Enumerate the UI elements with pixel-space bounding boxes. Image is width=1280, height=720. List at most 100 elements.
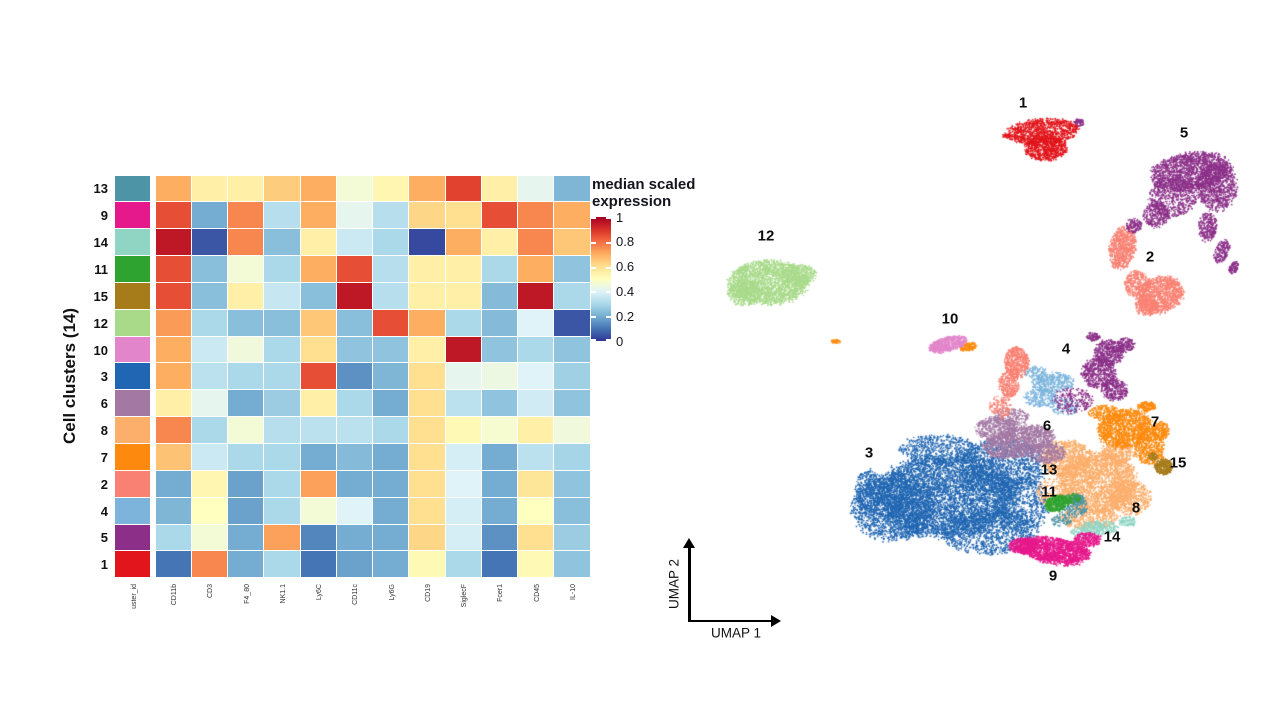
heatmap-cell bbox=[373, 551, 409, 578]
legend-tick-mark bbox=[606, 217, 611, 219]
heatmap-cell bbox=[409, 417, 445, 443]
heatmap-cell bbox=[445, 202, 481, 229]
heatmap-cell bbox=[554, 551, 590, 578]
heatmap-cell bbox=[228, 524, 264, 551]
heatmap-cell bbox=[155, 336, 191, 363]
legend-tick-label-0.4: 0.4 bbox=[616, 283, 635, 299]
legend-tick-mark bbox=[591, 241, 596, 244]
heatmap-cell bbox=[300, 363, 336, 390]
heatmap-cell bbox=[518, 336, 554, 363]
heatmap-cluster-swatch-13 bbox=[115, 175, 150, 202]
heatmap-cell bbox=[445, 417, 481, 443]
heatmap-col-label-CD45: CD45 bbox=[533, 584, 541, 602]
heatmap-cell bbox=[445, 551, 481, 578]
heatmap-cell bbox=[518, 229, 554, 256]
heatmap-cell bbox=[445, 175, 481, 202]
heatmap-cell bbox=[191, 470, 227, 497]
heatmap-cell bbox=[445, 282, 481, 309]
heatmap-cell bbox=[373, 256, 409, 282]
heatmap-cell bbox=[409, 497, 445, 524]
heatmap-cell bbox=[518, 524, 554, 551]
heatmap-cell bbox=[481, 229, 517, 256]
heatmap-cell bbox=[191, 524, 227, 551]
heatmap-cell bbox=[481, 551, 517, 578]
heatmap-col-label-CD19: CD19 bbox=[424, 584, 432, 602]
heatmap-cell bbox=[228, 497, 264, 524]
umap-cluster-label-7: 7 bbox=[1150, 413, 1160, 431]
heatmap-cell bbox=[228, 229, 264, 256]
heatmap-cell bbox=[554, 390, 590, 417]
heatmap-cell bbox=[554, 363, 590, 390]
umap2-axis-line bbox=[688, 547, 691, 621]
heatmap-cell bbox=[409, 256, 445, 282]
heatmap-cell bbox=[373, 417, 409, 443]
heatmap-cell bbox=[409, 175, 445, 202]
heatmap-cell bbox=[228, 417, 264, 443]
heatmap-cluster-swatch-10 bbox=[115, 336, 150, 363]
heatmap-cell bbox=[518, 444, 554, 470]
heatmap-col-label-F4_80: F4_80 bbox=[243, 584, 251, 604]
heatmap-row-label-6: 6 bbox=[100, 396, 108, 412]
legend-tick-mark bbox=[591, 291, 596, 294]
heatmap-cell bbox=[336, 282, 372, 309]
heatmap-cell bbox=[155, 175, 191, 202]
umap-cluster-label-6: 6 bbox=[1042, 417, 1052, 435]
heatmap-cell bbox=[518, 202, 554, 229]
heatmap-cell bbox=[264, 175, 300, 202]
heatmap-cluster-swatch-11 bbox=[115, 256, 150, 282]
heatmap-cluster-swatch-2 bbox=[115, 470, 150, 497]
legend-tick-mark bbox=[591, 339, 596, 341]
heatmap-row-label-9: 9 bbox=[100, 208, 108, 224]
umap-cluster-label-9: 9 bbox=[1048, 567, 1058, 585]
heatmap-cell bbox=[554, 524, 590, 551]
umap-cluster-label-2: 2 bbox=[1145, 248, 1155, 266]
heatmap-cell bbox=[264, 524, 300, 551]
heatmap-cell bbox=[336, 309, 372, 336]
heatmap-cell bbox=[336, 417, 372, 443]
heatmap-cell bbox=[264, 282, 300, 309]
heatmap-row-label-13: 13 bbox=[93, 181, 108, 197]
heatmap-cell bbox=[191, 497, 227, 524]
heatmap-row-label-7: 7 bbox=[100, 449, 108, 465]
heatmap-cell bbox=[264, 417, 300, 443]
heatmap-cell bbox=[191, 390, 227, 417]
heatmap-row-label-4: 4 bbox=[100, 503, 108, 519]
legend-tick-mark bbox=[606, 266, 611, 269]
heatmap-cell bbox=[336, 336, 372, 363]
heatmap-cell bbox=[481, 175, 517, 202]
heatmap-cell bbox=[336, 524, 372, 551]
legend-tick-label-0.6: 0.6 bbox=[616, 259, 635, 275]
umap-cluster-label-15: 15 bbox=[1169, 454, 1187, 472]
heatmap-cluster-swatch-4 bbox=[115, 497, 150, 524]
heatmap-cell bbox=[228, 444, 264, 470]
heatmap-cluster-swatch-7 bbox=[115, 444, 150, 470]
heatmap-cell bbox=[373, 524, 409, 551]
heatmap-cell bbox=[264, 497, 300, 524]
heatmap-cell bbox=[481, 444, 517, 470]
heatmap-cell bbox=[264, 444, 300, 470]
umap-cluster-label-4: 4 bbox=[1061, 340, 1071, 358]
heatmap-cell bbox=[300, 202, 336, 229]
heatmap-cell bbox=[155, 497, 191, 524]
umap1-axis-line bbox=[688, 619, 772, 622]
heatmap-cell bbox=[300, 175, 336, 202]
heatmap-cell bbox=[336, 470, 372, 497]
heatmap-row-label-5: 5 bbox=[100, 530, 108, 546]
heatmap-cell bbox=[554, 417, 590, 443]
heatmap-cell bbox=[336, 256, 372, 282]
heatmap-col-label-CD11c: CD11c bbox=[352, 584, 360, 605]
heatmap-cell bbox=[336, 444, 372, 470]
heatmap-cell bbox=[409, 524, 445, 551]
heatmap-cluster-swatch-1 bbox=[115, 551, 150, 578]
heatmap-cell bbox=[155, 390, 191, 417]
heatmap-cell bbox=[228, 256, 264, 282]
heatmap-cell bbox=[481, 202, 517, 229]
heatmap-cell bbox=[228, 551, 264, 578]
heatmap-cell bbox=[518, 470, 554, 497]
heatmap-cell bbox=[155, 551, 191, 578]
heatmap-cell bbox=[518, 497, 554, 524]
heatmap-cell bbox=[481, 336, 517, 363]
legend-tick-label-0.8: 0.8 bbox=[616, 234, 635, 250]
heatmap-cell bbox=[518, 551, 554, 578]
